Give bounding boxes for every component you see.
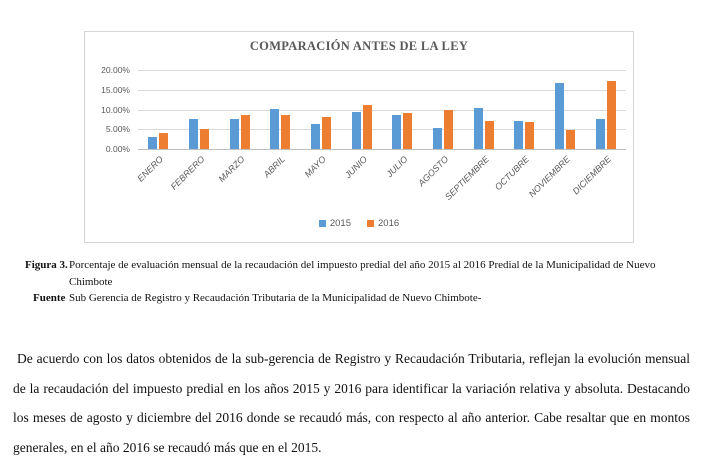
bar-group-abril <box>260 70 301 149</box>
plot-area <box>138 70 626 150</box>
x-tick-julio: JULIO <box>384 154 410 180</box>
x-tick-mayo: MAYO <box>302 154 329 180</box>
bar-2016-marzo <box>240 114 250 149</box>
x-tick-junio: JUNIO <box>342 154 369 181</box>
x-tick-abril: ABRIL <box>261 154 288 180</box>
bar-2015-octubre <box>514 121 524 149</box>
figure-bar-chart: COMPARACIÓN ANTES DE LA LEY 20.00% 15.00%… <box>84 31 634 243</box>
bar-2015-noviembre <box>555 82 565 149</box>
x-tick-cell-junio: JUNIO <box>341 149 382 213</box>
bar-2015-diciembre <box>595 119 605 149</box>
bar-2016-mayo <box>322 116 332 149</box>
gridline-5.00% <box>138 129 626 131</box>
bar-2015-junio <box>351 111 361 149</box>
y-tick-5.00%: 5.00% <box>105 124 130 135</box>
bar-group-febrero <box>179 70 220 149</box>
bar-2015-enero <box>148 137 158 149</box>
bar-2015-febrero <box>189 118 198 149</box>
legend-entry-2015: 2015 <box>318 218 351 229</box>
bar-group-septiembre <box>463 70 504 149</box>
legend-swatch-2015 <box>318 220 326 227</box>
x-tick-cell-marzo: MARZO <box>216 149 260 213</box>
x-tick-cell-diciembre: DICIEMBRE <box>570 149 626 213</box>
bar-2016-julio <box>403 113 413 149</box>
bar-2016-agosto <box>444 109 454 149</box>
bar-2015-septiembre <box>473 107 483 149</box>
bar-2016-junio <box>362 105 372 149</box>
y-tick-10.00%: 10.00% <box>101 104 130 115</box>
chart-title: COMPARACIÓN ANTES DE LA LEY <box>249 39 469 53</box>
x-tick-marzo: MARZO <box>216 154 247 185</box>
bar-group-julio <box>382 70 423 149</box>
bar-2016-noviembre <box>566 130 576 149</box>
bar-2016-abril <box>281 114 291 149</box>
bar-2016-octubre <box>525 122 535 149</box>
figure-number-label: Figura 3. <box>25 259 68 271</box>
figure-caption: Figura 3. Porcentaje de evaluación mensu… <box>25 257 689 307</box>
body-paragraph: De acuerdo con los datos obtenidos de la… <box>13 351 690 455</box>
gridline-0.00% <box>138 149 626 150</box>
bar-2015-mayo <box>311 124 321 149</box>
bar-2015-agosto <box>433 128 443 149</box>
bar-group-junio <box>341 70 382 149</box>
y-tick-20.00%: 20.00% <box>101 65 130 75</box>
x-tick-cell-mayo: MAYO <box>301 149 342 213</box>
source-label: Fuente <box>33 292 66 304</box>
figure-caption-row: Figura 3. Porcentaje de evaluación mensu… <box>25 257 689 290</box>
bar-group-enero <box>138 70 179 149</box>
legend-label-2016: 2016 <box>378 218 400 229</box>
y-tick-0.00%: 0.00% <box>105 144 130 154</box>
legend-swatch-2016 <box>367 220 374 227</box>
bar-series-area <box>138 70 626 149</box>
bar-2016-febrero <box>200 128 209 149</box>
bar-group-agosto <box>423 70 464 149</box>
chart-legend: 2015 2016 <box>85 218 633 229</box>
x-tick-cell-febrero: FEBRERO <box>168 149 220 213</box>
legend-label-2015: 2015 <box>329 218 351 229</box>
x-tick-cell-abril: ABRIL <box>260 149 301 213</box>
bar-group-marzo <box>219 70 260 149</box>
bar-2016-enero <box>159 133 169 149</box>
source-text: Sub Gerencia de Registro y Recaudación T… <box>69 292 482 304</box>
bar-2015-marzo <box>229 118 239 149</box>
bar-group-mayo <box>301 70 342 149</box>
gridline-10.00% <box>138 109 626 111</box>
bar-2016-diciembre <box>606 81 616 149</box>
bar-group-diciembre <box>585 70 626 149</box>
bar-group-octubre <box>504 70 545 149</box>
legend-entry-2016: 2016 <box>367 218 399 229</box>
figure-caption-text: Porcentaje de evaluación mensual de la r… <box>69 259 656 288</box>
bar-2016-septiembre <box>484 120 494 149</box>
source-row: Fuente Sub Gerencia de Registro y Recaud… <box>25 290 689 307</box>
gridline-20.00% <box>138 70 626 71</box>
bar-group-noviembre <box>545 70 586 149</box>
y-axis-labels: 20.00% 15.00% 10.00% 5.00% 0.00% <box>85 65 134 154</box>
x-tick-enero: ENERO <box>135 154 166 184</box>
bar-2015-julio <box>392 115 402 149</box>
gridline-15.00% <box>138 89 626 91</box>
x-axis-labels: ENERO FEBRERO MARZO ABRIL MAYO JUNIO JULIO AGOS… <box>135 149 626 213</box>
bar-2015-abril <box>270 109 280 149</box>
y-tick-15.00%: 15.00% <box>101 84 130 95</box>
